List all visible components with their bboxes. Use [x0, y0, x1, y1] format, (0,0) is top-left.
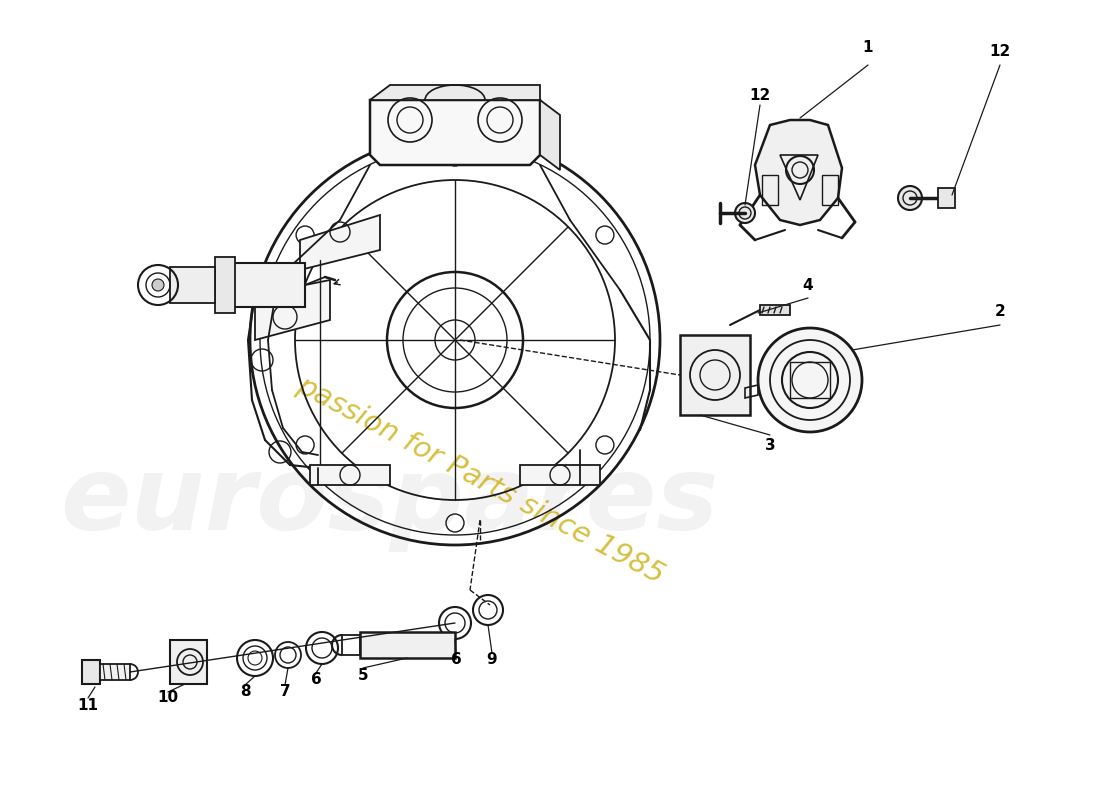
Polygon shape: [214, 257, 235, 313]
Polygon shape: [220, 263, 305, 307]
Text: 6: 6: [451, 653, 461, 667]
Polygon shape: [540, 100, 560, 170]
Polygon shape: [370, 100, 540, 165]
Polygon shape: [680, 335, 750, 415]
Circle shape: [735, 203, 755, 223]
Text: 1: 1: [862, 41, 873, 55]
Text: 12: 12: [989, 45, 1011, 59]
Text: 12: 12: [749, 87, 771, 102]
Polygon shape: [170, 267, 214, 303]
Text: 2: 2: [994, 305, 1005, 319]
Polygon shape: [255, 280, 330, 340]
Polygon shape: [300, 215, 379, 270]
Polygon shape: [755, 120, 842, 225]
Text: 4: 4: [803, 278, 813, 293]
Polygon shape: [100, 664, 130, 680]
Text: 3: 3: [764, 438, 776, 453]
Polygon shape: [760, 305, 790, 315]
Circle shape: [758, 328, 862, 432]
Circle shape: [898, 186, 922, 210]
Text: 8: 8: [240, 685, 251, 699]
Text: 9: 9: [486, 653, 497, 667]
Text: 7: 7: [279, 685, 290, 699]
Polygon shape: [520, 465, 600, 485]
Text: 10: 10: [157, 690, 178, 706]
Text: passion for Parts since 1985: passion for Parts since 1985: [292, 371, 669, 589]
Polygon shape: [310, 465, 390, 485]
Circle shape: [152, 279, 164, 291]
Polygon shape: [170, 640, 207, 684]
Polygon shape: [370, 85, 540, 100]
Text: 6: 6: [310, 673, 321, 687]
Text: eurospares: eurospares: [60, 451, 718, 552]
Text: 11: 11: [77, 698, 99, 713]
Text: 5: 5: [358, 667, 368, 682]
Polygon shape: [938, 188, 955, 208]
Polygon shape: [82, 660, 100, 684]
Polygon shape: [360, 632, 455, 658]
